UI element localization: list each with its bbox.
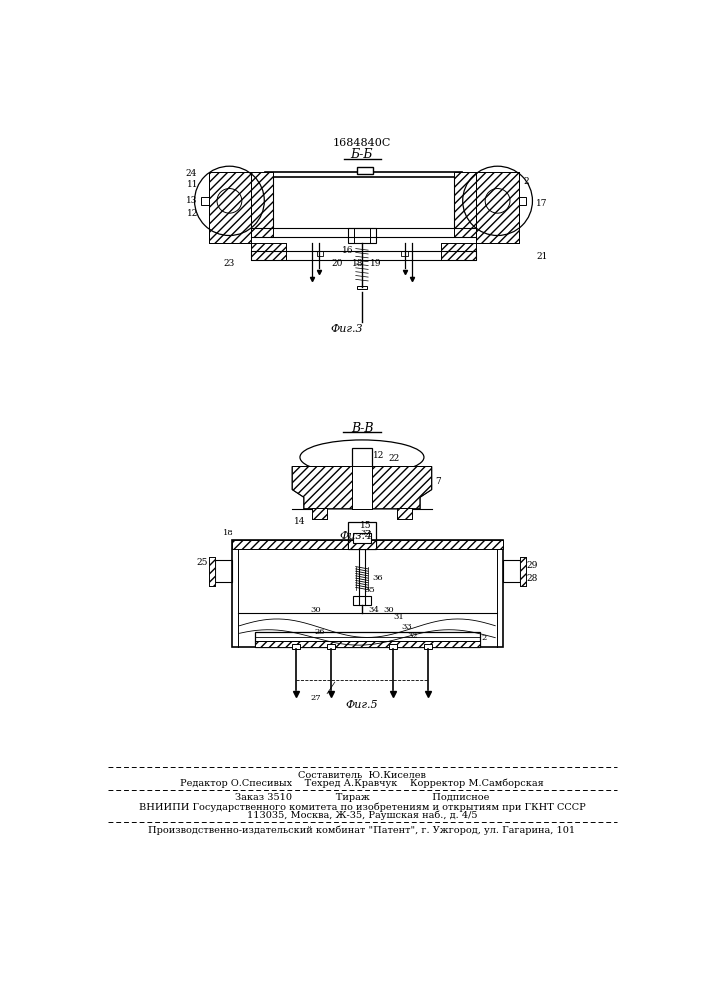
Text: 32: 32 bbox=[407, 632, 418, 640]
Bar bbox=[209, 557, 215, 586]
Bar bbox=[232, 540, 503, 647]
Bar bbox=[441, 243, 476, 260]
Bar bbox=[251, 172, 273, 237]
Bar bbox=[312, 508, 327, 519]
Text: 15: 15 bbox=[360, 521, 372, 530]
Text: Составитель  Ю.Киселев: Составитель Ю.Киселев bbox=[298, 771, 426, 780]
Bar bbox=[255, 641, 480, 647]
Bar bbox=[201, 197, 209, 205]
Text: 22: 22 bbox=[389, 454, 400, 463]
Text: Фиг.3: Фиг.3 bbox=[330, 324, 363, 334]
Text: 36: 36 bbox=[372, 574, 382, 582]
Text: 11: 11 bbox=[187, 180, 199, 189]
Text: 12: 12 bbox=[373, 451, 384, 460]
Bar bbox=[265, 172, 462, 177]
Bar bbox=[397, 508, 412, 519]
Bar bbox=[520, 557, 526, 586]
Bar bbox=[327, 644, 335, 649]
Text: 13: 13 bbox=[186, 196, 197, 205]
Bar bbox=[389, 644, 397, 649]
Text: 25: 25 bbox=[197, 558, 208, 567]
Text: 26: 26 bbox=[314, 628, 325, 636]
Bar bbox=[312, 508, 327, 519]
Bar bbox=[209, 172, 251, 243]
Bar bbox=[317, 251, 323, 256]
Bar bbox=[215, 560, 232, 582]
Text: Б-Б: Б-Б bbox=[351, 148, 373, 161]
Text: 17: 17 bbox=[536, 199, 547, 208]
Bar bbox=[251, 243, 286, 260]
Text: В-В: В-В bbox=[351, 422, 373, 434]
Text: Редактор О.Спесивых    Техред А.Кравчук    Корректор М.Самборская: Редактор О.Спесивых Техред А.Кравчук Кор… bbox=[180, 779, 544, 788]
Text: ВНИИПИ Государственного комитета по изобретениям и открытиям при ГКНТ СССР: ВНИИПИ Государственного комитета по изоб… bbox=[139, 802, 585, 812]
Text: Фиг.5: Фиг.5 bbox=[346, 700, 378, 710]
Text: Физ.4: Физ.4 bbox=[339, 531, 373, 541]
Bar bbox=[476, 172, 518, 243]
Bar bbox=[353, 533, 371, 543]
Text: 37: 37 bbox=[361, 529, 371, 537]
Bar bbox=[348, 522, 376, 549]
Text: Производственно-издательский комбинат "Патент", г. Ужгород, ул. Гагарина, 101: Производственно-издательский комбинат "П… bbox=[148, 825, 575, 835]
Text: 7: 7 bbox=[435, 477, 440, 486]
Bar bbox=[397, 508, 412, 519]
Text: 34: 34 bbox=[368, 606, 379, 614]
Text: 23: 23 bbox=[224, 259, 235, 268]
Text: 19: 19 bbox=[370, 259, 382, 268]
Polygon shape bbox=[292, 466, 432, 509]
Bar bbox=[352, 466, 372, 509]
Text: 2: 2 bbox=[481, 634, 486, 642]
Text: 35: 35 bbox=[364, 586, 375, 594]
Bar bbox=[251, 172, 273, 237]
Bar bbox=[357, 167, 373, 174]
Bar bbox=[255, 632, 480, 647]
Text: 1684840С: 1684840С bbox=[333, 138, 391, 148]
Bar bbox=[251, 243, 286, 260]
Ellipse shape bbox=[300, 440, 424, 475]
Text: 24: 24 bbox=[185, 169, 197, 178]
Text: Заказ 3510              Тираж                    Подписное: Заказ 3510 Тираж Подписное bbox=[235, 793, 489, 802]
Bar bbox=[454, 172, 476, 237]
Text: 113035, Москва, Ж-35, Раушская наб., д. 4/5: 113035, Москва, Ж-35, Раушская наб., д. … bbox=[247, 811, 477, 820]
Bar bbox=[357, 286, 367, 289]
Bar bbox=[255, 641, 480, 647]
Bar bbox=[503, 560, 520, 582]
Text: 14: 14 bbox=[294, 517, 305, 526]
Bar bbox=[454, 172, 476, 237]
Bar bbox=[352, 448, 372, 468]
Bar bbox=[232, 540, 503, 549]
Text: 16: 16 bbox=[342, 246, 354, 255]
Bar bbox=[251, 251, 476, 260]
Text: 20: 20 bbox=[332, 259, 343, 268]
Bar bbox=[209, 172, 251, 243]
Text: 31: 31 bbox=[394, 613, 404, 621]
Text: 18: 18 bbox=[223, 529, 233, 537]
Text: 33: 33 bbox=[402, 623, 412, 631]
Text: 12: 12 bbox=[187, 209, 199, 218]
Bar bbox=[402, 251, 408, 256]
Bar bbox=[424, 644, 432, 649]
Text: 29: 29 bbox=[527, 561, 538, 570]
Bar bbox=[348, 540, 376, 549]
Bar bbox=[232, 540, 503, 549]
Text: 21: 21 bbox=[536, 252, 547, 261]
Bar bbox=[348, 228, 376, 243]
Bar bbox=[209, 557, 215, 586]
Bar bbox=[520, 557, 526, 586]
Text: 27: 27 bbox=[310, 694, 321, 702]
Bar bbox=[292, 644, 300, 649]
Text: 28: 28 bbox=[527, 574, 538, 583]
Bar bbox=[353, 596, 371, 605]
Text: 30: 30 bbox=[384, 606, 395, 614]
Text: 18: 18 bbox=[352, 259, 364, 268]
Bar bbox=[520, 557, 526, 586]
Bar bbox=[348, 540, 376, 549]
Bar bbox=[518, 197, 526, 205]
Text: 30: 30 bbox=[310, 606, 321, 614]
Bar bbox=[476, 172, 518, 243]
Bar bbox=[441, 243, 476, 260]
Bar bbox=[209, 557, 215, 586]
Text: 2: 2 bbox=[523, 177, 529, 186]
